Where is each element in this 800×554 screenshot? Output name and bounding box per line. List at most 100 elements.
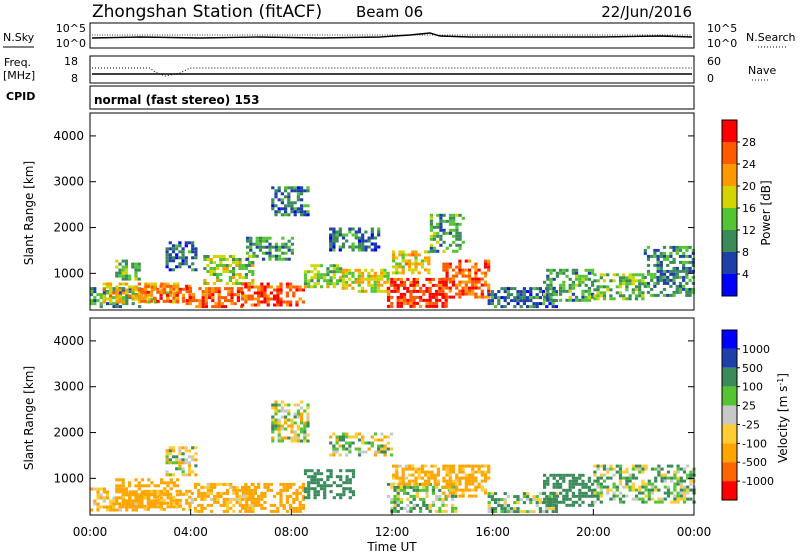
heatmap-cell <box>235 494 239 498</box>
heatmap-cell <box>669 272 673 276</box>
heatmap-cell <box>303 213 307 217</box>
heatmap-cell <box>393 289 397 293</box>
heatmap-cell <box>435 494 439 498</box>
heatmap-cell <box>244 509 248 513</box>
heatmap-cell <box>178 287 182 291</box>
heatmap-cell <box>171 259 176 263</box>
heatmap-cell <box>656 257 660 261</box>
heatmap-cell <box>232 503 236 507</box>
heatmap-cell <box>171 250 176 254</box>
heatmap-cell <box>232 270 236 273</box>
heatmap-cell <box>134 505 138 509</box>
freq-tick-top: 18 <box>64 55 78 68</box>
colorbar-tick-label: -25 <box>742 418 760 431</box>
heatmap-cell <box>612 497 616 501</box>
heatmap-cell <box>618 473 623 477</box>
heatmap-cell <box>546 476 550 480</box>
heatmap-cell <box>150 499 154 503</box>
heatmap-cell <box>208 287 212 291</box>
heatmap-cell <box>194 247 198 251</box>
heatmap-cell <box>487 507 491 511</box>
heatmap-cell <box>471 283 475 287</box>
heatmap-cell <box>471 467 475 471</box>
heatmap-cell <box>348 444 352 448</box>
heatmap-cell <box>165 449 169 453</box>
heatmap-cell <box>200 509 204 513</box>
heatmap-cell <box>175 461 179 465</box>
heatmap-cell <box>461 464 465 468</box>
heatmap-cell <box>293 186 297 190</box>
heatmap-cell <box>181 259 185 263</box>
heatmap-cell <box>390 500 394 504</box>
heatmap-cell <box>408 259 412 263</box>
heatmap-cell <box>303 285 308 289</box>
heatmap-cell <box>435 295 439 299</box>
heatmap-cell <box>587 494 591 498</box>
heatmap-cell <box>448 265 452 269</box>
heatmap-cell <box>445 231 449 235</box>
heatmap-cell <box>644 488 648 492</box>
heatmap-cell <box>480 470 484 474</box>
colorbar-segment <box>722 252 737 274</box>
heatmap-cell <box>424 470 428 474</box>
heatmap-cell <box>445 479 449 483</box>
heatmap-cell <box>360 274 365 278</box>
heatmap-cell <box>169 478 173 482</box>
heatmap-cell <box>341 280 345 284</box>
heatmap-cell <box>341 277 345 281</box>
heatmap-cell <box>691 281 695 285</box>
heatmap-cell <box>427 479 431 483</box>
heatmap-cell <box>433 479 437 483</box>
heatmap-cell <box>357 447 362 451</box>
heatmap-cell <box>575 271 579 275</box>
heatmap-cell <box>445 494 449 498</box>
heatmap-cell <box>678 269 683 273</box>
heatmap-cell <box>532 510 536 514</box>
heatmap-cell <box>345 239 349 243</box>
heatmap-cell <box>383 435 387 439</box>
heatmap-cell <box>408 253 412 257</box>
heatmap-cell <box>442 295 446 299</box>
heatmap-cell <box>404 259 408 263</box>
heatmap-cell <box>212 267 216 270</box>
heatmap-cell <box>552 277 556 281</box>
heatmap-cell <box>351 475 356 479</box>
heatmap-cell <box>125 291 129 295</box>
heatmap-cell <box>506 293 510 297</box>
heatmap-cell <box>181 473 185 477</box>
heatmap-cell <box>500 296 504 300</box>
heatmap-cell <box>657 467 661 471</box>
heatmap-cell <box>188 293 192 297</box>
heatmap-cell <box>112 305 116 309</box>
heatmap-cell <box>526 290 530 294</box>
heatmap-cell <box>618 491 623 495</box>
heatmap-cell <box>529 498 533 502</box>
heatmap-cell <box>172 505 176 509</box>
heatmap-cell <box>483 491 488 495</box>
heatmap-cell <box>300 186 304 190</box>
heatmap-cell <box>682 266 686 270</box>
heatmap-cell <box>187 250 192 254</box>
heatmap-cell <box>644 500 648 504</box>
heatmap-cell <box>675 251 679 255</box>
heatmap-cell <box>287 239 291 243</box>
heatmap-cell <box>409 494 413 498</box>
heatmap-cell <box>451 506 455 510</box>
heatmap-cell <box>156 498 160 502</box>
heatmap-cell <box>647 479 651 483</box>
heatmap-cell <box>301 300 305 304</box>
heatmap-cell <box>306 424 310 428</box>
heatmap-cell <box>345 441 349 445</box>
heatmap-cell <box>555 274 559 278</box>
heatmap-cell <box>571 503 575 507</box>
heatmap-cell <box>109 288 113 292</box>
heatmap-cell <box>263 491 267 495</box>
heatmap-cell <box>351 280 355 284</box>
heatmap-cell <box>240 305 244 309</box>
heatmap-cell <box>329 236 333 240</box>
heatmap-cell <box>535 305 539 309</box>
heatmap-cell <box>354 230 358 234</box>
heatmap-cell <box>487 289 491 293</box>
heatmap-cell <box>137 481 141 485</box>
heatmap-cell <box>659 266 663 270</box>
